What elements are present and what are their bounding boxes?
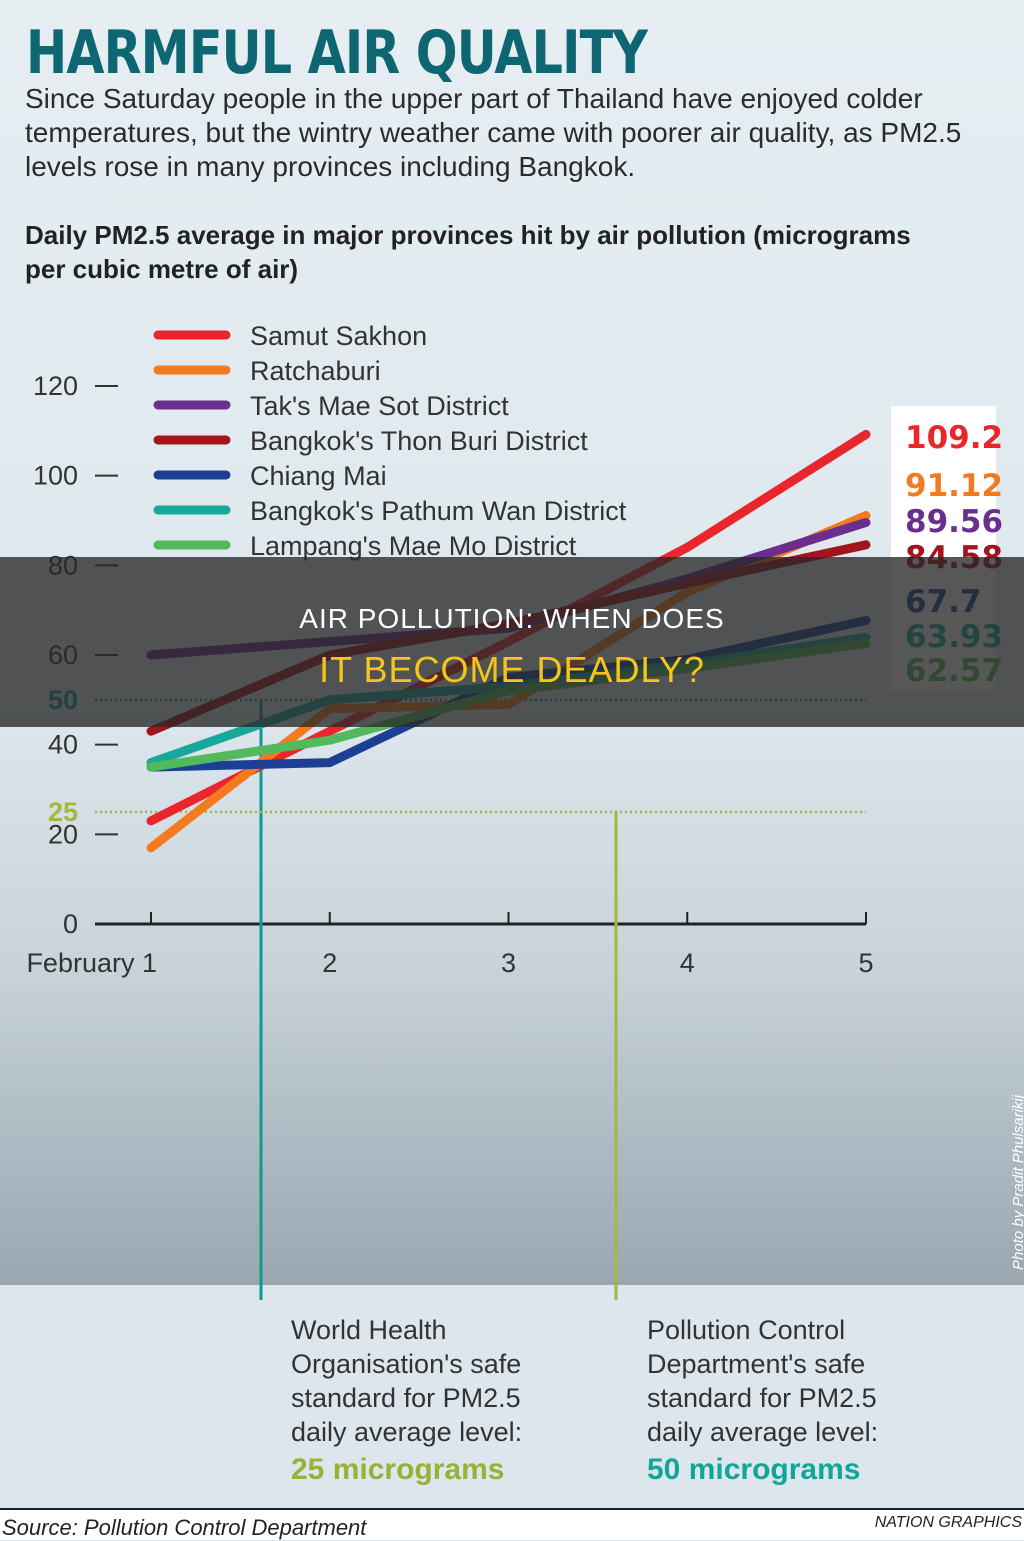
who-callout-line: World Health (291, 1315, 447, 1345)
y-tick-label: 100 (33, 461, 78, 491)
pcd-callout-line: Department's safe (647, 1349, 866, 1379)
footer: Source: Pollution Control Department NAT… (0, 1508, 1024, 1540)
headline: HARMFUL AIR QUALITY (26, 18, 648, 88)
legend-label: Chiang Mai (250, 461, 387, 491)
threshold-label: 25 (48, 797, 78, 827)
x-tick-label: 5 (858, 948, 873, 978)
pcd-callout-line: Pollution Control (647, 1315, 846, 1345)
who-callout-value: 25 micrograms (291, 1453, 505, 1486)
legend-label: Ratchaburi (250, 356, 381, 386)
pcd-callout-value: 50 micrograms (647, 1453, 861, 1486)
banner-line-1: AIR POLLUTION: WHEN DOES (299, 603, 725, 634)
photo-credit: Photo by Pradit Phulsarikij (1010, 1094, 1024, 1270)
pcd-callout-line: daily average level: (647, 1417, 879, 1447)
x-tick-label: February 1 (26, 948, 157, 978)
line-chart: 020406080100120February 123455025Samut S… (26, 321, 1003, 1300)
legend-label: Bangkok's Thon Buri District (250, 426, 588, 456)
legend-label: Samut Sakhon (250, 321, 427, 351)
x-tick-label: 3 (501, 948, 516, 978)
graphics-credit: NATION GRAPHICS (874, 1514, 1022, 1531)
overlay-banner: AIR POLLUTION: WHEN DOES IT BECOME DEADL… (0, 557, 1024, 727)
legend-label: Tak's Mae Sot District (250, 391, 509, 421)
data-label: 91.12 (905, 468, 1003, 504)
legend-label: Lampang's Mae Mo District (250, 531, 577, 561)
who-callout-line: Organisation's safe (291, 1349, 522, 1379)
data-label: 109.2 (905, 420, 1003, 456)
x-tick-label: 2 (322, 948, 337, 978)
y-tick-label: 20 (48, 819, 78, 849)
chart-title: Daily PM2.5 average in major provinces h… (25, 220, 911, 284)
banner-line-2: IT BECOME DEADLY? (319, 649, 705, 690)
who-callout: World Health Organisation's safe standar… (291, 1313, 611, 1487)
legend-label: Bangkok's Pathum Wan District (250, 496, 627, 526)
pcd-callout: Pollution Control Department's safe stan… (647, 1313, 967, 1487)
pcd-callout-line: standard for PM2.5 (647, 1383, 877, 1413)
source-text: Source: Pollution Control Department (2, 1515, 367, 1540)
y-tick-label: 40 (48, 730, 78, 760)
y-tick-label: 0 (63, 909, 78, 939)
x-tick-label: 4 (680, 948, 695, 978)
who-callout-line: daily average level: (291, 1417, 523, 1447)
data-label: 89.56 (905, 504, 1003, 540)
who-callout-line: standard for PM2.5 (291, 1383, 521, 1413)
intro-text: Since Saturday people in the upper part … (25, 83, 962, 182)
y-tick-label: 120 (33, 371, 78, 401)
